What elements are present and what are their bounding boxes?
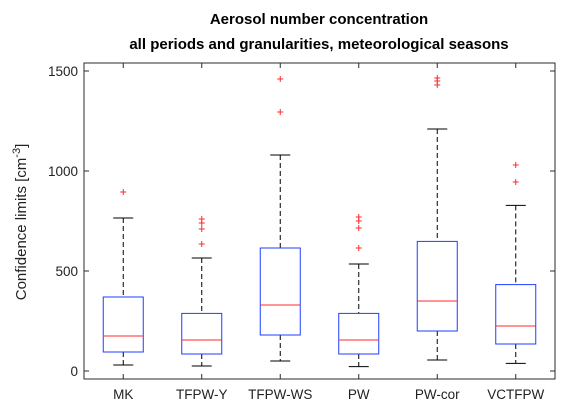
plot-area-frame [83,62,556,380]
outlier-marker [512,179,519,185]
y-tick-label: 500 [55,264,78,279]
x-tick-label: TFPW-WS [248,387,312,402]
outlier-marker [120,189,127,195]
outlier-marker [355,214,362,220]
y-axis-label-superscript: -3 [11,148,23,158]
y-tick-label: 1500 [48,64,78,79]
box-iqr [181,312,223,355]
y-tick-label: 1000 [48,164,78,179]
x-tick-label: PW-cor [415,387,460,402]
outlier-marker [277,109,284,115]
box-iqr [259,247,301,336]
y-tick-label: 0 [70,364,78,379]
outlier-marker [198,226,205,232]
chart-title: Aerosol number concentration [210,11,428,28]
box-iqr [495,284,537,345]
box-iqr [102,296,144,353]
y-axis-label: Confidence limits [cm-3] [11,144,30,301]
outlier-marker [355,225,362,231]
outlier-marker [198,216,205,222]
x-tick-label: PW [348,387,370,402]
outlier-marker [198,241,205,247]
chart-marks: 0 500 1000 1500 MK TFPW-Y TFPW-WS PW PW-cor VCTFP… [48,63,555,402]
outlier-marker [434,75,441,81]
box-iqr [416,240,458,332]
x-tick-label: MK [113,387,133,402]
box-iqr [338,312,380,355]
outlier-marker [277,76,284,82]
x-tick-label: VCTFPW [487,387,544,402]
outlier-marker [355,245,362,251]
x-tick-label: TFPW-Y [176,387,228,402]
y-axis-label-prefix: Confidence limits [cm [13,158,30,301]
y-axis-label-suffix: ] [13,144,30,148]
outlier-marker [512,162,519,168]
chart-subtitle: all periods and granularities, meteorolo… [129,36,508,53]
